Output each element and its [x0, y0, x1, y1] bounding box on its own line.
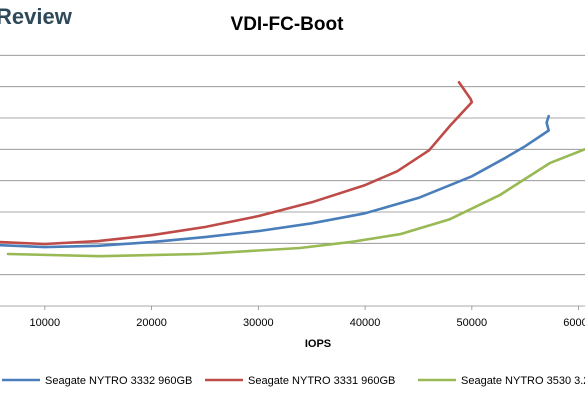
- x-axis-label: IOPS: [305, 338, 331, 350]
- chart-title: VDI-FC-Boot: [231, 14, 345, 35]
- series-line: [6, 148, 585, 258]
- legend-label: Seagate NYTRO 3530 3.2T: [461, 375, 585, 387]
- x-tick-label: 10000: [30, 317, 61, 329]
- legend-label: Seagate NYTRO 3332 960GB: [45, 375, 192, 387]
- x-tick-label: 50000: [457, 317, 488, 329]
- x-tick-label: 20000: [136, 317, 167, 329]
- series-line: [0, 81, 474, 246]
- legend-label: Seagate NYTRO 3331 960GB: [248, 375, 395, 387]
- x-tick-label: 30000: [243, 317, 274, 329]
- x-tick-label: 40000: [350, 317, 381, 329]
- x-tick-label: 60000: [563, 317, 585, 329]
- watermark: Review: [0, 4, 73, 29]
- series-line: [0, 114, 550, 249]
